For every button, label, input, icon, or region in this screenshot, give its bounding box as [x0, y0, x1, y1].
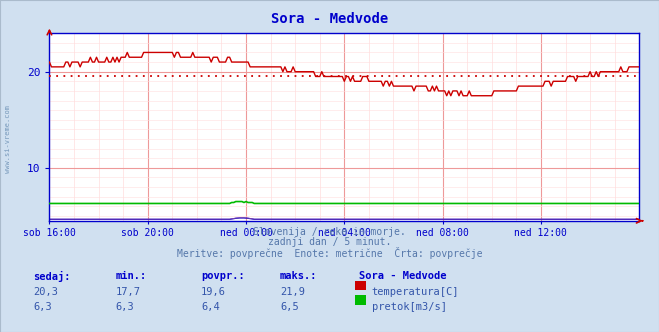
Text: maks.:: maks.: — [280, 271, 318, 281]
Text: Meritve: povprečne  Enote: metrične  Črta: povprečje: Meritve: povprečne Enote: metrične Črta:… — [177, 247, 482, 259]
Text: www.si-vreme.com: www.si-vreme.com — [5, 106, 11, 173]
Text: sedaj:: sedaj: — [33, 271, 71, 282]
Text: temperatura[C]: temperatura[C] — [372, 287, 459, 297]
Text: Sora - Medvode: Sora - Medvode — [271, 12, 388, 26]
Text: 19,6: 19,6 — [201, 287, 226, 297]
Text: 21,9: 21,9 — [280, 287, 305, 297]
Text: 6,3: 6,3 — [115, 302, 134, 312]
Text: 20,3: 20,3 — [33, 287, 58, 297]
Text: 6,4: 6,4 — [201, 302, 219, 312]
Text: 6,5: 6,5 — [280, 302, 299, 312]
Text: povpr.:: povpr.: — [201, 271, 244, 281]
Text: pretok[m3/s]: pretok[m3/s] — [372, 302, 447, 312]
Text: Slovenija / reke in morje.: Slovenija / reke in morje. — [253, 227, 406, 237]
Text: Sora - Medvode: Sora - Medvode — [359, 271, 447, 281]
Text: zadnji dan / 5 minut.: zadnji dan / 5 minut. — [268, 237, 391, 247]
Text: 17,7: 17,7 — [115, 287, 140, 297]
Text: min.:: min.: — [115, 271, 146, 281]
Text: 6,3: 6,3 — [33, 302, 51, 312]
